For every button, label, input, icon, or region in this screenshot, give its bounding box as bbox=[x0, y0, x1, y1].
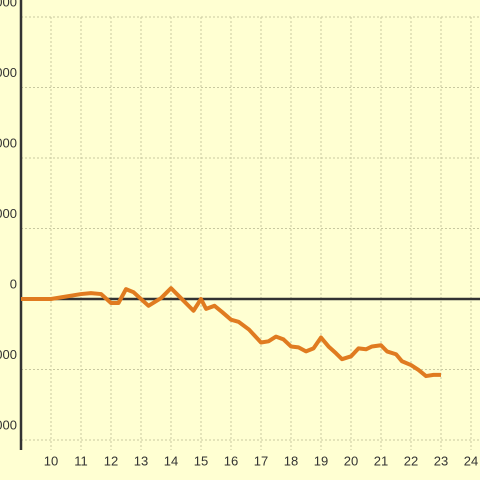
x-tick-label: 19 bbox=[314, 453, 328, 468]
y-tick-label: 12,000 bbox=[0, 0, 17, 9]
x-tick-label: 15 bbox=[194, 453, 208, 468]
x-tick-label: 12 bbox=[104, 453, 118, 468]
x-tick-label: 20 bbox=[344, 453, 358, 468]
x-tick-label: 17 bbox=[254, 453, 268, 468]
x-tick-label: 21 bbox=[374, 453, 388, 468]
x-tick-label: 13 bbox=[134, 453, 148, 468]
y-tick-label: 6,000 bbox=[0, 135, 17, 150]
y-tick-label: -6,000 bbox=[0, 417, 17, 432]
x-tick-label: 10 bbox=[44, 453, 58, 468]
data-line bbox=[21, 286, 441, 379]
y-tick-label: 9,000 bbox=[0, 65, 17, 80]
y-tick-label: -3,000 bbox=[0, 347, 17, 362]
x-tick-label: 14 bbox=[164, 453, 178, 468]
y-tick-label: 0 bbox=[10, 276, 17, 291]
x-tick-label: 24 bbox=[464, 453, 478, 468]
x-tick-label: 16 bbox=[224, 453, 238, 468]
x-tick-label: 23 bbox=[434, 453, 448, 468]
x-tick-label: 18 bbox=[284, 453, 298, 468]
x-tick-label: 11 bbox=[74, 453, 88, 468]
y-tick-label: 3,000 bbox=[0, 206, 17, 221]
x-tick-label: 22 bbox=[404, 453, 418, 468]
